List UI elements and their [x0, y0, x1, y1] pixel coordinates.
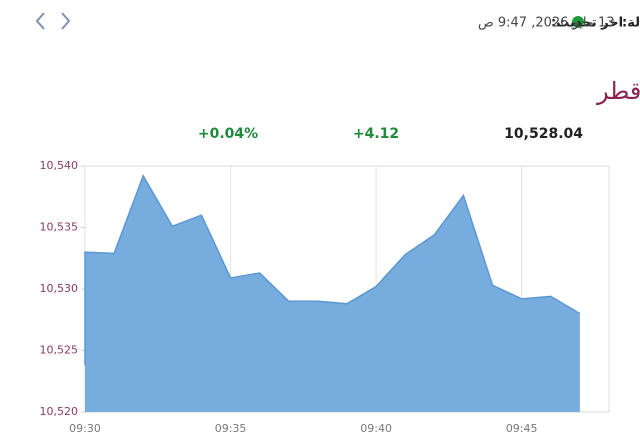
y-tick-label: 10,525 [40, 344, 79, 357]
area-line [84, 174, 581, 366]
prev-button[interactable] [35, 12, 45, 30]
x-tick-label: 09:35 [215, 422, 247, 435]
update-time: 13 مايو 2026, 9:47 ص [478, 16, 615, 31]
x-tick-label: 09:40 [360, 422, 392, 435]
next-button[interactable] [61, 12, 71, 30]
y-tick-label: 10,520 [40, 405, 79, 418]
y-tick-label: 10,535 [40, 221, 79, 234]
area-fill [85, 175, 580, 412]
x-tick-label: 09:45 [506, 422, 538, 435]
x-tick-label: 09:30 [69, 422, 101, 435]
y-tick-label: 10,530 [40, 282, 79, 295]
update-label: اخر تحديث: [551, 16, 623, 31]
status-label: الحالة: [622, 16, 640, 31]
change: +4.12 [353, 126, 399, 142]
y-tick-label: 10,540 [40, 159, 79, 172]
chart-title: مؤشر بورصة قطر [596, 77, 640, 105]
last-value: 10,528.04 [504, 126, 583, 142]
change-percent: +0.04% [198, 126, 258, 142]
status-dot [572, 16, 584, 28]
